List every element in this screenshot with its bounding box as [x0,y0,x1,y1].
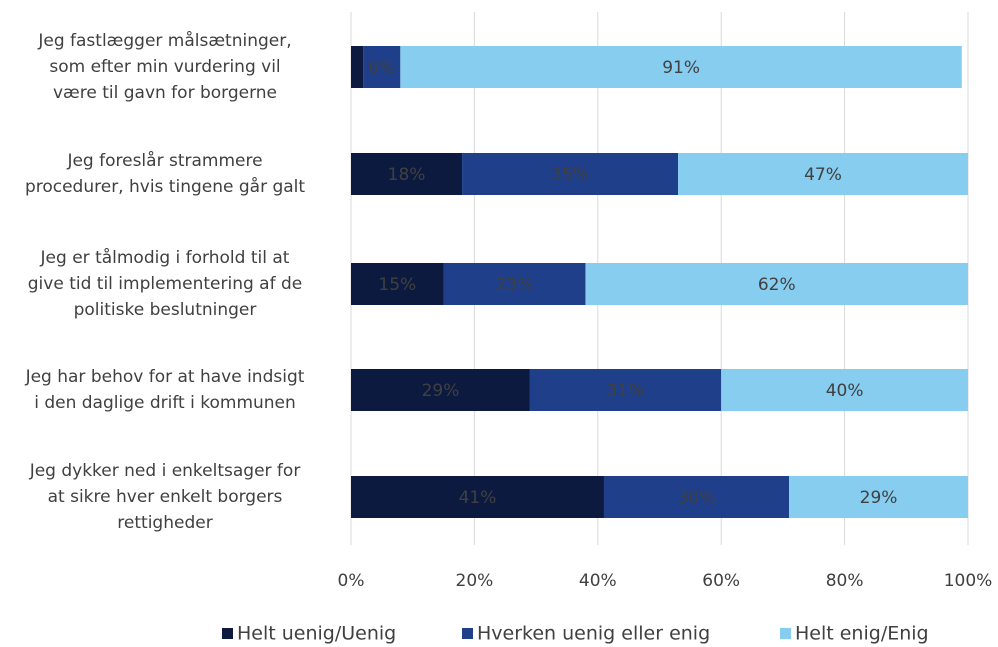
data-label: 23% [496,275,534,295]
category-label: Jeg er tålmodig i forhold til at give ti… [27,248,303,320]
x-tick-label: 20% [456,571,494,591]
category-label: Jeg fastlægger målsætninger, som efter m… [38,31,292,103]
legend-swatch [462,628,473,639]
x-tick-label: 60% [702,571,740,591]
data-label: 35% [551,165,589,185]
x-tick-label: 40% [579,571,617,591]
bar-segment [789,476,968,518]
data-label: 18% [388,165,426,185]
data-label: 40% [826,381,864,401]
data-label: 31% [607,381,645,401]
data-label: 41% [459,488,497,508]
bar-segment [351,263,444,305]
x-tick-label: 80% [826,571,864,591]
bar-segment [351,476,604,518]
data-label: 91% [662,58,700,78]
data-label: 47% [804,165,842,185]
data-label: 6% [368,58,395,78]
bar-segment [400,46,962,88]
bar-segment [678,153,968,195]
bar-segment [721,369,968,411]
bar-segment [462,153,679,195]
legend-swatch [780,628,791,639]
legend-label: Helt uenig/Uenig [237,623,396,645]
data-label: 29% [860,488,898,508]
legend-swatch [222,628,233,639]
legend-label: Helt enig/Enig [795,623,929,645]
x-tick-label: 100% [944,571,993,591]
category-label: Jeg foreslår strammere procedurer, hvis … [24,151,306,197]
bar-segment [585,263,968,305]
x-tick-label: 0% [338,571,365,591]
legend-label: Hverken uenig eller enig [477,623,710,645]
bar-segment [351,369,530,411]
bar-segment [443,263,586,305]
data-label: 30% [678,488,716,508]
data-label: 29% [422,381,460,401]
bar-segment [529,369,722,411]
category-label: Jeg dykker ned i enkeltsager for at sikr… [29,461,301,533]
bar-segment [351,46,364,88]
data-label: 15% [378,275,416,295]
bar-segment [603,476,790,518]
bar-segment [363,46,401,88]
bar-segment [351,153,463,195]
category-label: Jeg har behov for at have indsigt i den … [25,367,305,413]
data-label: 62% [758,275,796,295]
